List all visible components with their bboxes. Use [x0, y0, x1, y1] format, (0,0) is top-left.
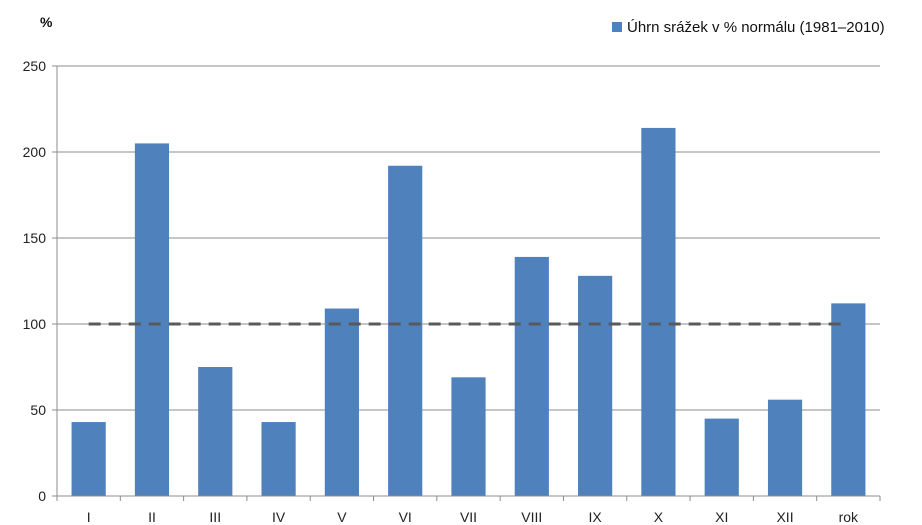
bar-iii: [198, 367, 233, 496]
gridlines: [57, 65, 880, 411]
x-tick-label: X: [654, 509, 664, 525]
x-tick-label: VII: [460, 509, 477, 525]
y-tick-label: 100: [23, 316, 47, 332]
bar-rok: [831, 303, 866, 496]
bar-xii: [767, 399, 803, 496]
y-tick-label: 250: [23, 58, 47, 74]
bar-v: [324, 308, 359, 496]
x-tick-label: VIII: [521, 509, 542, 525]
y-axis-ticks: 0 50 100 150 200 250: [23, 58, 57, 504]
x-tick-label: IX: [588, 509, 602, 525]
x-tick-label: I: [87, 509, 91, 525]
x-tick-label: XI: [715, 509, 728, 525]
bar-ix: [578, 275, 613, 496]
bars: [71, 127, 866, 497]
x-tick-label: V: [337, 509, 347, 525]
bar-viii: [514, 256, 549, 496]
bar-xi: [704, 418, 739, 496]
x-tick-label: III: [209, 509, 221, 525]
bar-i: [71, 422, 106, 496]
x-tick-label: II: [148, 509, 156, 525]
bar-vii: [451, 377, 486, 496]
y-tick-label: 150: [23, 230, 47, 246]
bar-x: [641, 127, 676, 497]
legend-label: Úhrn srážek v % normálu (1981–2010): [627, 19, 885, 36]
legend-swatch: [612, 22, 622, 32]
x-tick-label: rok: [839, 509, 859, 525]
y-unit-label: %: [40, 14, 53, 30]
legend: Úhrn srážek v % normálu (1981–2010): [612, 19, 885, 36]
x-tick-label: IV: [272, 509, 286, 525]
bar-ii: [134, 143, 170, 496]
y-tick-label: 50: [30, 402, 46, 418]
x-tick-label: XII: [776, 509, 793, 525]
x-tick-label: VI: [399, 509, 412, 525]
y-tick-label: 200: [23, 144, 47, 160]
y-tick-label: 0: [38, 488, 46, 504]
x-axis: I II III IV V VI VII VIII IX X XI XII rok: [56, 66, 881, 525]
bar-vi: [388, 165, 423, 496]
bar-iv: [261, 422, 296, 496]
